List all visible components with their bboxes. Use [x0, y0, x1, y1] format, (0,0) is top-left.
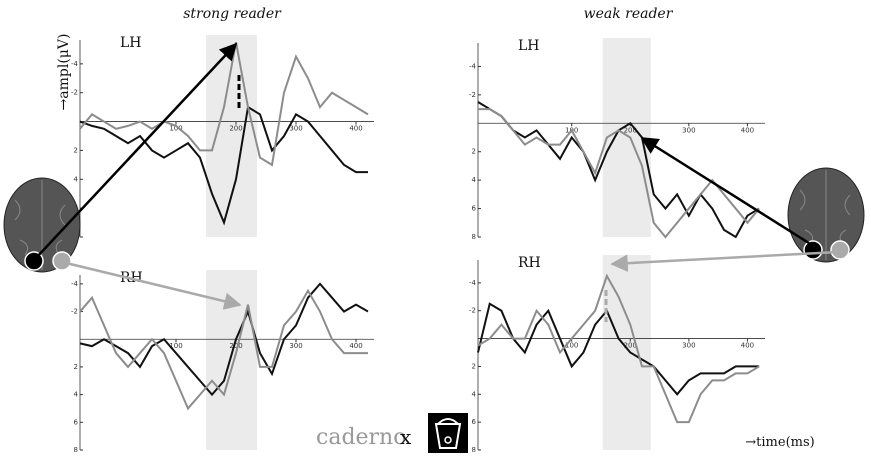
y-tick-label: 8: [472, 233, 476, 241]
y-tick-label: 6: [74, 418, 79, 426]
y-tick-label: 2: [74, 146, 78, 154]
y-tick-label: -4: [71, 60, 79, 68]
y-tick-label: -2: [469, 307, 476, 315]
highlight-window: [206, 270, 257, 450]
x-tick-label: 300: [682, 342, 695, 350]
y-tick-label: 2: [472, 362, 476, 370]
y-tick-label: 6: [472, 418, 477, 426]
x-tick-label: 400: [349, 342, 362, 350]
hemisphere-label: LH: [518, 38, 540, 54]
watermark-mark: x: [400, 425, 412, 449]
x-tick-label: 300: [289, 342, 302, 350]
highlight-window: [603, 38, 651, 237]
y-tick-label: -4: [469, 62, 477, 70]
y-tick-label: 2: [74, 363, 78, 371]
y-tick-label: -4: [469, 279, 477, 287]
y-axis-label: →ampl(μV): [56, 34, 72, 111]
arrows: [36, 44, 838, 322]
x-tick-label: 200: [229, 125, 242, 133]
right-brain: [788, 168, 864, 262]
y-tick-label: -2: [71, 308, 78, 316]
x-tick-label: 400: [741, 342, 754, 350]
figure: 100200300400-4-22468LHstrong reader→ampl…: [0, 0, 871, 457]
y-tick-label: 8: [74, 446, 78, 454]
highlight-window: [603, 255, 651, 450]
y-tick-label: -4: [71, 280, 79, 288]
hemisphere-label: LH: [120, 35, 142, 51]
y-tick-label: -2: [71, 89, 78, 97]
y-tick-label: 4: [74, 391, 79, 399]
column-title: strong reader: [183, 6, 282, 22]
x-tick-label: 300: [289, 125, 302, 133]
hemisphere-label: RH: [518, 255, 541, 271]
y-tick-label: -2: [469, 91, 476, 99]
y-tick-label: 2: [472, 148, 476, 156]
left-brain: [4, 178, 80, 272]
watermark: caderno x: [316, 413, 468, 453]
y-tick-label: 4: [472, 176, 477, 184]
y-tick-label: 4: [74, 175, 79, 183]
y-tick-label: 6: [472, 205, 477, 213]
y-tick-label: 4: [472, 390, 477, 398]
column-title: weak reader: [584, 6, 674, 22]
watermark-text: caderno: [316, 425, 406, 450]
x-axis-label: →time(ms): [745, 435, 814, 450]
x-tick-label: 300: [682, 126, 695, 134]
y-tick-label: 8: [472, 446, 476, 454]
x-tick-label: 400: [349, 125, 362, 133]
x-tick-label: 400: [741, 126, 754, 134]
